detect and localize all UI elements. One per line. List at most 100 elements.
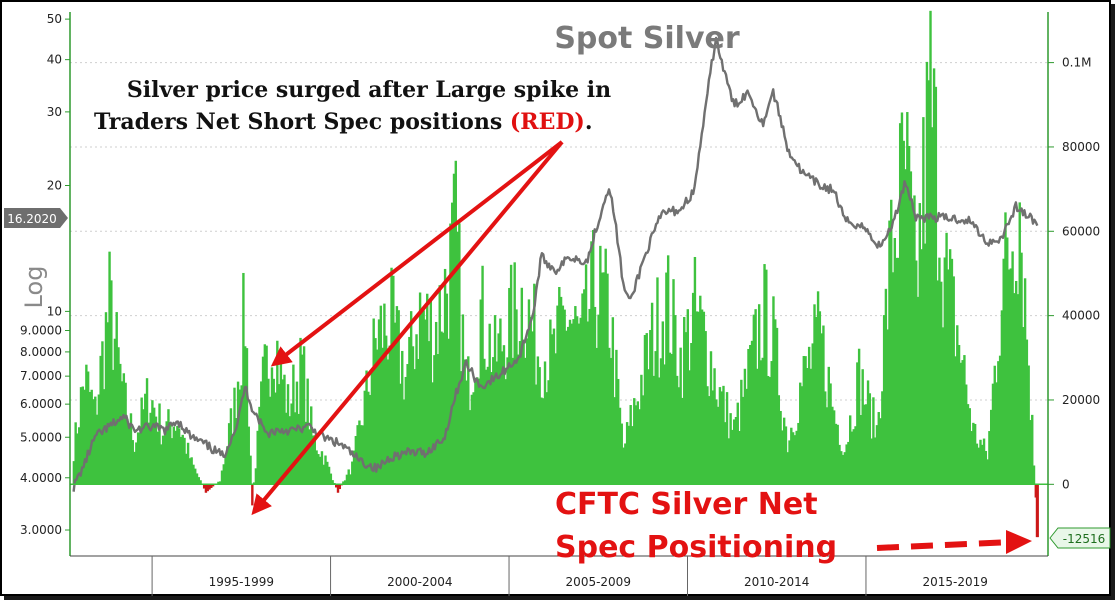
position-bar-46 bbox=[154, 416, 158, 485]
position-bar-33 bbox=[131, 440, 134, 485]
position-bar-315 bbox=[634, 405, 638, 485]
position-bar-254 bbox=[525, 338, 529, 485]
position-bar-136 bbox=[315, 450, 318, 485]
position-bar-400 bbox=[786, 452, 789, 485]
position-bar-440 bbox=[857, 348, 861, 485]
position-bar-501 bbox=[966, 404, 970, 485]
position-bar-89 bbox=[231, 433, 234, 485]
position-bar-289 bbox=[588, 308, 591, 485]
position-bar-250 bbox=[518, 341, 522, 485]
position-bar-331 bbox=[663, 364, 666, 485]
headline-line2-suffix: . bbox=[585, 109, 593, 135]
position-bar-137 bbox=[317, 454, 320, 485]
last-price-badge: 16.2020 bbox=[4, 208, 68, 228]
position-bar-513 bbox=[988, 431, 991, 485]
position-bar-354 bbox=[704, 331, 707, 485]
position-bar-227 bbox=[477, 378, 481, 485]
position-bar-527 bbox=[1013, 293, 1016, 485]
right-tick-label-4: 20000 bbox=[1062, 393, 1100, 407]
position-bar-404 bbox=[793, 435, 797, 485]
position-bar-41 bbox=[145, 378, 149, 485]
position-bar-419 bbox=[820, 333, 823, 485]
position-bar-160 bbox=[358, 420, 361, 485]
position-bar-111 bbox=[270, 367, 274, 485]
position-bar-202 bbox=[433, 355, 436, 485]
position-bar-226 bbox=[476, 377, 479, 485]
position-bar-183 bbox=[399, 383, 402, 485]
position-bar-last bbox=[1035, 484, 1039, 538]
position-bar-128 bbox=[301, 354, 304, 485]
position-bar-67 bbox=[192, 464, 195, 485]
position-bar-337 bbox=[674, 315, 677, 485]
chart-container: 50 40 30 20 10 9.0000 8.0000 7.0000 6.0000 5.0000… bbox=[0, 0, 1111, 596]
position-bar-253 bbox=[524, 357, 527, 485]
position-bar-360 bbox=[715, 399, 718, 485]
position-bar-277 bbox=[567, 326, 570, 485]
position-bar-216 bbox=[458, 223, 461, 485]
position-bar-95 bbox=[242, 272, 245, 485]
position-bar-301 bbox=[609, 357, 613, 485]
position-bar-243 bbox=[506, 357, 509, 485]
position-bar-15 bbox=[99, 355, 102, 485]
position-bar-313 bbox=[631, 426, 634, 485]
position-bar-241 bbox=[502, 345, 506, 485]
headline-line2: Traders Net Short Spec positions (RED). bbox=[94, 109, 593, 135]
position-bar-178 bbox=[390, 267, 393, 485]
position-bar-442 bbox=[861, 369, 864, 485]
position-bar-432 bbox=[843, 452, 847, 485]
position-bar-105 bbox=[260, 381, 263, 485]
position-bar-237 bbox=[495, 361, 499, 485]
position-bar-446 bbox=[868, 393, 872, 485]
position-bar-406 bbox=[797, 422, 800, 485]
position-bar-87 bbox=[227, 423, 231, 485]
position-bar-69 bbox=[195, 473, 199, 485]
silver-price-line bbox=[72, 36, 1039, 492]
position-bar-311 bbox=[627, 425, 631, 485]
position-bar-161 bbox=[360, 425, 363, 485]
position-bar-5 bbox=[81, 386, 84, 485]
position-bar-109 bbox=[267, 378, 270, 485]
position-bar-171 bbox=[377, 319, 381, 485]
position-bar-114 bbox=[276, 340, 279, 485]
position-bar-242 bbox=[504, 379, 507, 485]
position-bar-244 bbox=[508, 287, 511, 485]
position-bar-59 bbox=[177, 428, 181, 485]
position-bar-523 bbox=[1006, 237, 1009, 485]
position-bar-224 bbox=[472, 392, 475, 485]
price-series bbox=[72, 36, 1039, 492]
position-bar-90 bbox=[233, 387, 236, 485]
position-bar-451 bbox=[877, 412, 880, 485]
position-bar-483 bbox=[934, 86, 938, 485]
position-bar-106 bbox=[261, 356, 265, 485]
position-bar-381 bbox=[752, 314, 756, 485]
position-bar-176 bbox=[386, 359, 390, 485]
position-bar-394 bbox=[775, 327, 779, 485]
position-bar-533 bbox=[1023, 278, 1027, 485]
position-bar-472 bbox=[915, 260, 918, 485]
position-bar-511 bbox=[984, 450, 988, 485]
position-bar-302 bbox=[611, 317, 615, 485]
position-bar-37 bbox=[138, 432, 142, 485]
position-bar-422 bbox=[825, 407, 829, 485]
position-bar-113 bbox=[274, 392, 277, 485]
position-bar-355 bbox=[706, 386, 709, 485]
position-bar-388 bbox=[765, 269, 768, 485]
position-bar-429 bbox=[838, 444, 841, 485]
position-bar-461 bbox=[895, 257, 898, 485]
position-bar-449 bbox=[873, 437, 877, 485]
position-bar-127 bbox=[299, 337, 302, 485]
position-bar-156 bbox=[351, 461, 354, 485]
position-bar-430 bbox=[840, 451, 843, 485]
position-bar-248 bbox=[515, 309, 518, 485]
left-tick-label-2: 30 bbox=[47, 105, 62, 119]
position-bar-132 bbox=[308, 429, 311, 485]
position-bar-30 bbox=[126, 419, 129, 485]
position-bar-425 bbox=[831, 406, 834, 485]
position-bar-292 bbox=[593, 306, 597, 485]
position-bar-154 bbox=[347, 469, 350, 485]
position-bar-373 bbox=[738, 431, 741, 485]
position-bar-319 bbox=[641, 395, 645, 485]
position-bar-299 bbox=[606, 273, 609, 485]
position-bar-50 bbox=[161, 435, 165, 485]
position-bar-258 bbox=[533, 283, 536, 485]
